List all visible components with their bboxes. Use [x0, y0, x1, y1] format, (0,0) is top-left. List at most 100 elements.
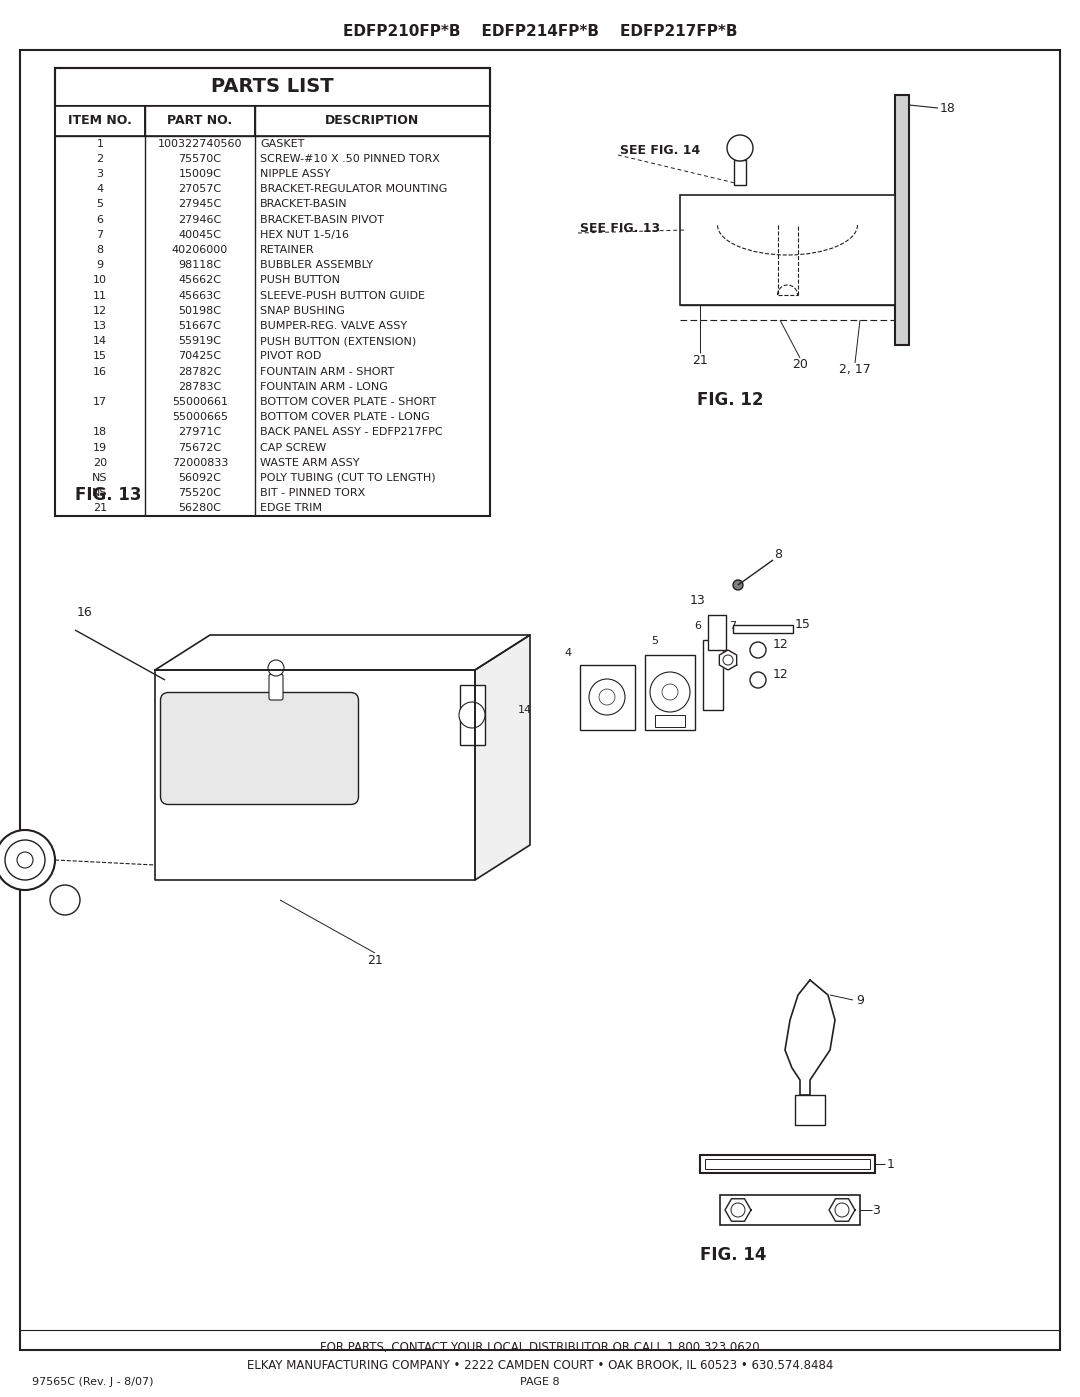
- FancyBboxPatch shape: [269, 673, 283, 700]
- Polygon shape: [785, 981, 835, 1095]
- Text: PAGE 8: PAGE 8: [521, 1377, 559, 1387]
- Text: SCREW-#10 X .50 PINNED TORX: SCREW-#10 X .50 PINNED TORX: [260, 154, 440, 163]
- Text: 14: 14: [93, 337, 107, 346]
- Circle shape: [662, 685, 678, 700]
- Text: 8: 8: [96, 244, 104, 256]
- Text: FOUNTAIN ARM - SHORT: FOUNTAIN ARM - SHORT: [260, 366, 394, 377]
- Text: NS: NS: [92, 488, 108, 499]
- Text: BOTTOM COVER PLATE - SHORT: BOTTOM COVER PLATE - SHORT: [260, 397, 436, 407]
- Circle shape: [268, 659, 284, 676]
- Text: DESCRIPTION: DESCRIPTION: [325, 115, 420, 127]
- Text: 18: 18: [940, 102, 956, 115]
- Bar: [55, 106, 145, 136]
- Text: PIVOT ROD: PIVOT ROD: [260, 352, 322, 362]
- Text: BRACKET-REGULATOR MOUNTING: BRACKET-REGULATOR MOUNTING: [260, 184, 447, 194]
- Text: BRACKET-BASIN PIVOT: BRACKET-BASIN PIVOT: [260, 215, 384, 225]
- Bar: [654, 715, 685, 726]
- Bar: [55, 68, 490, 515]
- Text: GASKET: GASKET: [260, 138, 305, 148]
- Bar: [145, 106, 255, 136]
- Circle shape: [835, 1203, 849, 1217]
- Text: 19: 19: [93, 443, 107, 453]
- Polygon shape: [156, 671, 475, 880]
- Text: 12: 12: [773, 669, 788, 682]
- Text: 7: 7: [96, 229, 104, 240]
- Text: 27945C: 27945C: [178, 200, 221, 210]
- Text: PUSH BUTTON: PUSH BUTTON: [260, 275, 340, 285]
- Text: SNAP BUSHING: SNAP BUSHING: [260, 306, 345, 316]
- Text: 56092C: 56092C: [178, 474, 221, 483]
- Text: NS: NS: [92, 474, 108, 483]
- Text: BACK PANEL ASSY - EDFP217FPC: BACK PANEL ASSY - EDFP217FPC: [260, 427, 443, 437]
- Circle shape: [750, 672, 766, 687]
- Text: 3: 3: [96, 169, 104, 179]
- Bar: [703, 640, 723, 710]
- Bar: [460, 685, 485, 745]
- Bar: [895, 95, 909, 345]
- Circle shape: [0, 830, 55, 890]
- Text: SEE FIG. 14: SEE FIG. 14: [620, 144, 700, 156]
- Text: 97565C (Rev. J - 8/07): 97565C (Rev. J - 8/07): [32, 1377, 153, 1387]
- Text: 55000665: 55000665: [172, 412, 228, 422]
- Text: 15: 15: [795, 619, 811, 631]
- Text: HEX NUT 1-5/16: HEX NUT 1-5/16: [260, 229, 349, 240]
- Text: PARTS LIST: PARTS LIST: [212, 77, 334, 96]
- Bar: [720, 1194, 860, 1225]
- Bar: [255, 106, 490, 136]
- Circle shape: [727, 136, 753, 161]
- Text: 40045C: 40045C: [178, 229, 221, 240]
- Circle shape: [599, 689, 615, 705]
- Circle shape: [750, 643, 766, 658]
- Text: 75570C: 75570C: [178, 154, 221, 163]
- Text: EDGE TRIM: EDGE TRIM: [260, 503, 322, 514]
- Text: 10: 10: [93, 275, 107, 285]
- Circle shape: [723, 655, 733, 665]
- Text: BRACKET-BASIN: BRACKET-BASIN: [260, 200, 348, 210]
- Text: 6: 6: [694, 622, 702, 631]
- Text: 28782C: 28782C: [178, 366, 221, 377]
- Text: 15: 15: [93, 352, 107, 362]
- Text: 9: 9: [856, 993, 864, 1006]
- Circle shape: [50, 886, 80, 915]
- Circle shape: [5, 840, 45, 880]
- Text: 14: 14: [518, 705, 532, 715]
- Text: 55000661: 55000661: [172, 397, 228, 407]
- Bar: [705, 1160, 870, 1169]
- Text: 27057C: 27057C: [178, 184, 221, 194]
- Text: 20: 20: [792, 359, 808, 372]
- Text: FIG. 13: FIG. 13: [75, 486, 141, 504]
- Text: 3: 3: [872, 1203, 880, 1217]
- Bar: [733, 624, 793, 633]
- Text: 16: 16: [93, 366, 107, 377]
- Text: FIG. 14: FIG. 14: [700, 1246, 767, 1264]
- Text: ITEM NO.: ITEM NO.: [68, 115, 132, 127]
- Text: 40206000: 40206000: [172, 244, 228, 256]
- Text: 11: 11: [93, 291, 107, 300]
- Polygon shape: [725, 1199, 751, 1221]
- Text: 8: 8: [774, 549, 782, 562]
- Bar: [734, 161, 746, 184]
- Text: 45662C: 45662C: [178, 275, 221, 285]
- Text: 7: 7: [729, 622, 737, 631]
- Text: 98118C: 98118C: [178, 260, 221, 270]
- Text: 17: 17: [93, 397, 107, 407]
- Text: BIT - PINNED TORX: BIT - PINNED TORX: [260, 488, 365, 499]
- Text: 18: 18: [93, 427, 107, 437]
- Text: 12: 12: [93, 306, 107, 316]
- Bar: [645, 655, 696, 731]
- Text: 21: 21: [692, 353, 707, 366]
- Text: BUBBLER ASSEMBLY: BUBBLER ASSEMBLY: [260, 260, 373, 270]
- Text: 2, 17: 2, 17: [839, 363, 870, 377]
- Text: 75520C: 75520C: [178, 488, 221, 499]
- Polygon shape: [829, 1199, 855, 1221]
- Text: SLEEVE-PUSH BUTTON GUIDE: SLEEVE-PUSH BUTTON GUIDE: [260, 291, 426, 300]
- Text: 70425C: 70425C: [178, 352, 221, 362]
- Text: FIG. 12: FIG. 12: [697, 391, 764, 409]
- Polygon shape: [156, 636, 530, 671]
- Text: 2: 2: [96, 154, 104, 163]
- Text: 1: 1: [96, 138, 104, 148]
- Text: SEE FIG. 13: SEE FIG. 13: [580, 222, 660, 235]
- Circle shape: [733, 580, 743, 590]
- Text: 6: 6: [96, 215, 104, 225]
- Circle shape: [459, 703, 485, 728]
